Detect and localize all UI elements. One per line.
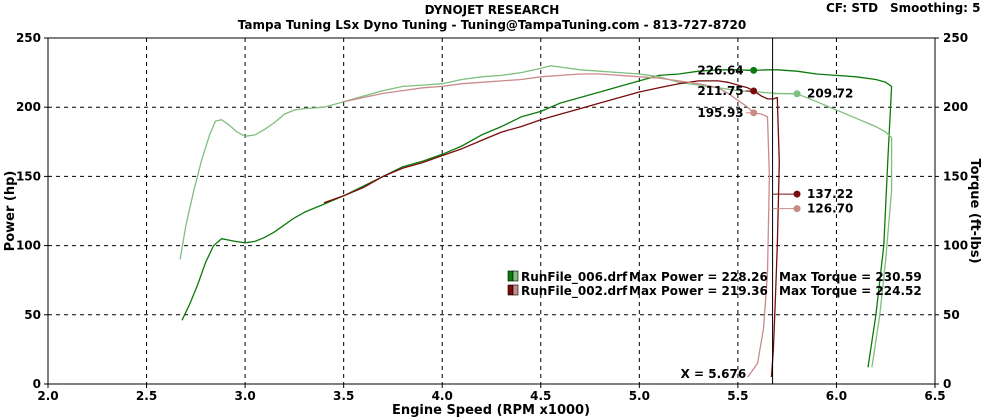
legend-max-power: Max Power = 228.26 — [629, 270, 768, 284]
y-tick-label-left: 200 — [16, 100, 41, 114]
chart-subtitle: Tampa Tuning LSx Dyno Tuning - Tuning@Ta… — [237, 18, 747, 32]
legend-swatch-torque — [512, 284, 519, 296]
smoothing-label: Smoothing: 5 — [890, 1, 981, 15]
marker-point — [793, 190, 801, 198]
x-tick-label: 4.5 — [530, 389, 551, 403]
y-axis-label-right: Torque (ft-lbs) — [967, 158, 982, 263]
series-line-run002-torque — [343, 73, 771, 378]
y-tick-label-right: 250 — [943, 31, 968, 45]
y-tick-label-left: 150 — [16, 169, 41, 183]
x-tick-label: 2.5 — [136, 389, 157, 403]
legend-file: RunFile_006.drf — [521, 270, 628, 285]
marker-point — [750, 87, 758, 95]
legend: RunFile_006.drf Max Power = 228.26 Max Tor… — [507, 270, 922, 299]
series-lines — [179, 65, 893, 378]
x-tick-label: 4.0 — [432, 389, 453, 403]
y-tick-label-right: 50 — [943, 308, 960, 322]
y-tick-label-right: 0 — [943, 377, 951, 391]
correction-factor-label: CF: STD — [826, 1, 879, 15]
legend-swatch-power — [507, 270, 514, 282]
y-axis-label-left: Power (hp) — [3, 171, 18, 252]
cursor-label: X = 5.676 — [681, 367, 747, 381]
x-tick-label: 3.0 — [234, 389, 255, 403]
y-tick-label-right: 100 — [943, 239, 968, 253]
legend-max-torque: Max Torque = 224.52 — [779, 284, 922, 298]
series-line-run006-torque — [179, 65, 893, 368]
marker-label: 226.64 — [697, 63, 743, 77]
chart-title: DYNOJET RESEARCH — [424, 3, 560, 17]
plot-area — [47, 37, 936, 385]
legend-file: RunFile_002.drf — [521, 284, 628, 299]
marker-label: 209.72 — [807, 87, 853, 101]
series-line-run006-power — [181, 69, 893, 368]
marker-label: 195.93 — [697, 106, 743, 120]
x-tick-label: 6.0 — [826, 389, 847, 403]
x-tick-label: 2.0 — [37, 389, 58, 403]
legend-max-torque: Max Torque = 230.59 — [779, 270, 922, 284]
y-tick-label-left: 0 — [33, 377, 41, 391]
x-tick-label: 6.5 — [924, 389, 945, 403]
x-tick-label: 5.5 — [727, 389, 748, 403]
x-tick-label: 5.0 — [629, 389, 650, 403]
y-tick-label-left: 100 — [16, 239, 41, 253]
marker-point — [793, 205, 801, 213]
marker-label: 137.22 — [807, 187, 853, 201]
y-tick-label-left: 50 — [24, 308, 41, 322]
series-line-run002-power — [323, 80, 780, 378]
x-axis-label: Engine Speed (RPM x1000) — [392, 403, 590, 417]
marker-point — [750, 109, 758, 117]
legend-swatch-power — [507, 284, 514, 296]
marker-label: 126.70 — [807, 202, 853, 216]
legend-max-power: Max Power = 219.36 — [629, 284, 768, 298]
y-tick-label-right: 150 — [943, 169, 968, 183]
legend-swatch-torque — [512, 270, 519, 282]
marker-label: 211.75 — [697, 84, 743, 98]
x-tick-label: 3.5 — [333, 389, 354, 403]
marker-point — [750, 66, 758, 74]
y-tick-label-right: 200 — [943, 100, 968, 114]
marker-point — [793, 90, 801, 98]
grid-lines — [48, 38, 935, 384]
y-tick-label-left: 250 — [16, 31, 41, 45]
